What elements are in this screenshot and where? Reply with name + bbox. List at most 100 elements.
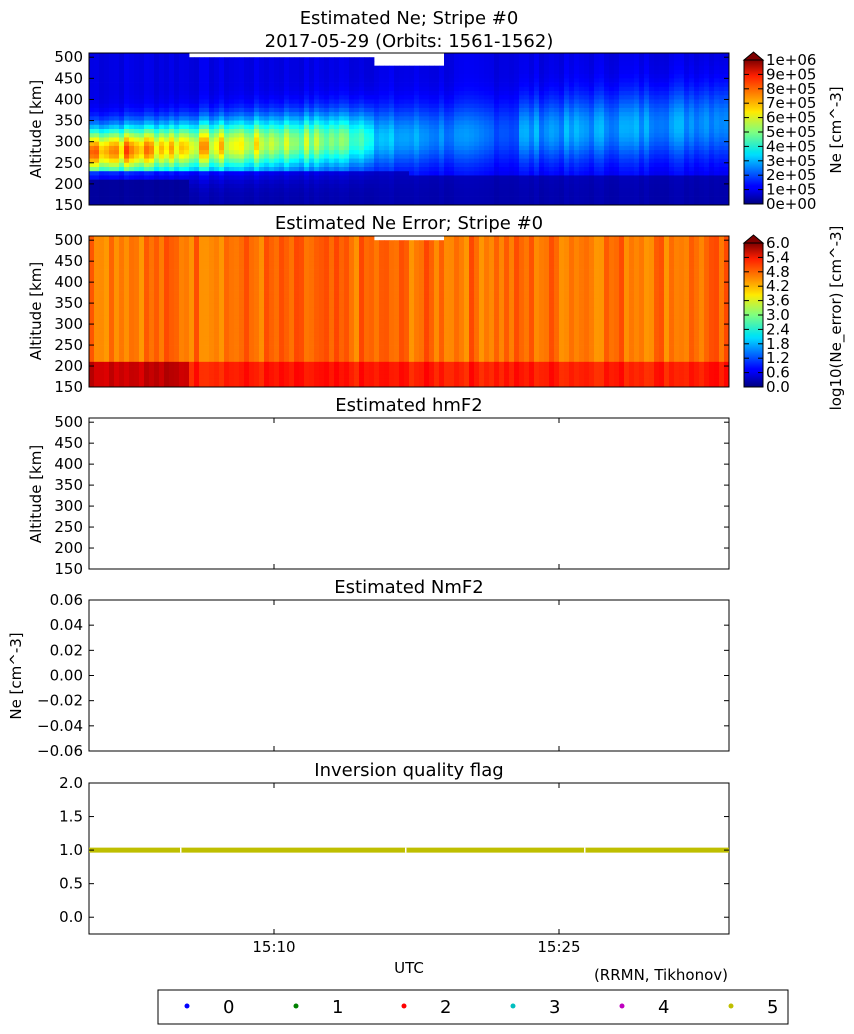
- ne-heatmap-cell: [609, 167, 615, 172]
- ne-heatmap-cell: [249, 95, 255, 100]
- ne-heatmap-cell: [669, 61, 675, 67]
- ne-heatmap-cell: [414, 78, 420, 83]
- ne-heatmap-cell: [269, 69, 275, 75]
- ne-heatmap-cell: [359, 129, 365, 134]
- ne-heatmap-cell: [384, 183, 390, 189]
- ne-heatmap-cell: [624, 133, 630, 138]
- ne-heatmap-cell: [349, 192, 355, 197]
- ne-heatmap-cell: [279, 120, 285, 126]
- ne-heatmap-cell: [484, 133, 490, 138]
- ne-heatmap-cell: [474, 99, 480, 105]
- ne-heatmap-cell: [309, 57, 315, 62]
- ne-heatmap-cell: [344, 69, 350, 75]
- ne-heatmap-cell: [414, 95, 420, 100]
- ne-heatmap-cell: [189, 196, 195, 202]
- ne-heatmap-cell: [434, 196, 440, 202]
- ne-heatmap-cell: [474, 120, 480, 126]
- ne-heatmap-cell: [149, 91, 155, 96]
- ne-heatmap-cell: [229, 183, 235, 189]
- ne-heatmap-cell: [704, 57, 710, 62]
- ne-heatmap-cell: [514, 124, 520, 130]
- ne-heatmap-cell: [724, 171, 730, 176]
- ne-heatmap-cell: [364, 167, 370, 172]
- ne-heatmap-cell: [544, 69, 550, 75]
- ne-error-heatmap-cell: [104, 370, 110, 375]
- ne-error-heatmap-cell: [124, 336, 130, 342]
- ne-heatmap-cell: [154, 78, 160, 83]
- ne-heatmap-cell: [379, 196, 385, 202]
- ne-heatmap-cell: [464, 53, 470, 58]
- ne-error-heatmap-cell: [134, 252, 140, 258]
- ne-heatmap-cell: [694, 57, 700, 62]
- ne-heatmap-cell: [264, 99, 270, 105]
- ne-heatmap-cell: [474, 179, 480, 185]
- ne-heatmap-cell: [94, 57, 100, 62]
- ne-heatmap-cell: [449, 141, 455, 147]
- ne-heatmap-cell: [109, 103, 115, 109]
- ne-heatmap-cell: [459, 145, 465, 151]
- ne-heatmap-cell: [499, 99, 505, 105]
- ne-heatmap-cell: [249, 141, 255, 147]
- ne-heatmap-cell: [704, 129, 710, 134]
- ne-heatmap-cell: [624, 74, 630, 79]
- ne-heatmap-cell: [529, 69, 535, 75]
- ne-heatmap-cell: [104, 171, 110, 176]
- ne-heatmap-cell: [534, 129, 540, 134]
- ne-heatmap-cell: [524, 171, 530, 176]
- ne-heatmap-cell: [284, 167, 290, 172]
- ne-heatmap-cell: [619, 78, 625, 83]
- ne-heatmap-cell: [319, 192, 325, 197]
- ne-heatmap-cell: [714, 150, 720, 155]
- ne-heatmap-cell: [699, 107, 705, 113]
- ne-heatmap-cell: [319, 95, 325, 100]
- ne-heatmap-cell: [124, 150, 130, 155]
- ne-heatmap-cell: [684, 69, 690, 75]
- ne-error-heatmap-cell: [124, 261, 130, 266]
- ne-heatmap-cell: [174, 99, 180, 105]
- ne-heatmap-cell: [444, 82, 450, 88]
- ne-heatmap-cell: [634, 69, 640, 75]
- ne-heatmap-cell: [199, 192, 205, 197]
- ne-heatmap-cell: [569, 103, 575, 109]
- ne-heatmap-cell: [394, 129, 400, 134]
- ne-heatmap-cell: [214, 141, 220, 147]
- ne-heatmap-cell: [709, 137, 715, 143]
- ne-heatmap-cell: [424, 179, 430, 185]
- ne-error-heatmap-cell: [119, 236, 125, 241]
- ne-heatmap-cell: [579, 124, 585, 130]
- ne-heatmap-cell: [444, 61, 450, 67]
- ne-y-tick-label: 300: [54, 133, 83, 151]
- ne-heatmap-cell: [674, 69, 680, 75]
- ne-heatmap-cell: [569, 175, 575, 181]
- ne-heatmap-cell: [334, 103, 340, 109]
- ne-heatmap-cell: [134, 86, 140, 92]
- ne-heatmap-cell: [359, 103, 365, 109]
- ne-heatmap-cell: [599, 57, 605, 62]
- ne-heatmap-cell: [274, 154, 280, 159]
- ne-heatmap-cell: [694, 167, 700, 172]
- ne-heatmap-cell: [659, 133, 665, 138]
- ne-heatmap-cell: [114, 82, 120, 88]
- ne-heatmap-cell: [454, 107, 460, 113]
- ne-heatmap-cell: [679, 162, 685, 168]
- ne-heatmap-cell: [169, 188, 175, 193]
- ne-heatmap-cell: [554, 150, 560, 155]
- ne-heatmap-cell: [379, 124, 385, 130]
- ne-heatmap-cell: [524, 175, 530, 181]
- ne-heatmap-cell: [354, 175, 360, 181]
- ne-heatmap-cell: [609, 91, 615, 96]
- ne-heatmap-cell: [164, 158, 170, 164]
- ne-heatmap-cell: [224, 95, 230, 100]
- ne-heatmap-cell: [239, 141, 245, 147]
- ne-heatmap-cell: [224, 124, 230, 130]
- ne-heatmap-cell: [564, 120, 570, 126]
- ne-heatmap-cell: [109, 78, 115, 83]
- ne-heatmap-cell: [434, 162, 440, 168]
- ne-heatmap-cell: [294, 74, 300, 79]
- ne-heatmap-cell: [549, 175, 555, 181]
- ne-heatmap-cell: [629, 120, 635, 126]
- ne-heatmap-cell: [439, 158, 445, 164]
- ne-heatmap-cell: [569, 61, 575, 67]
- ne-heatmap-cell: [284, 95, 290, 100]
- ne-heatmap-cell: [289, 145, 295, 151]
